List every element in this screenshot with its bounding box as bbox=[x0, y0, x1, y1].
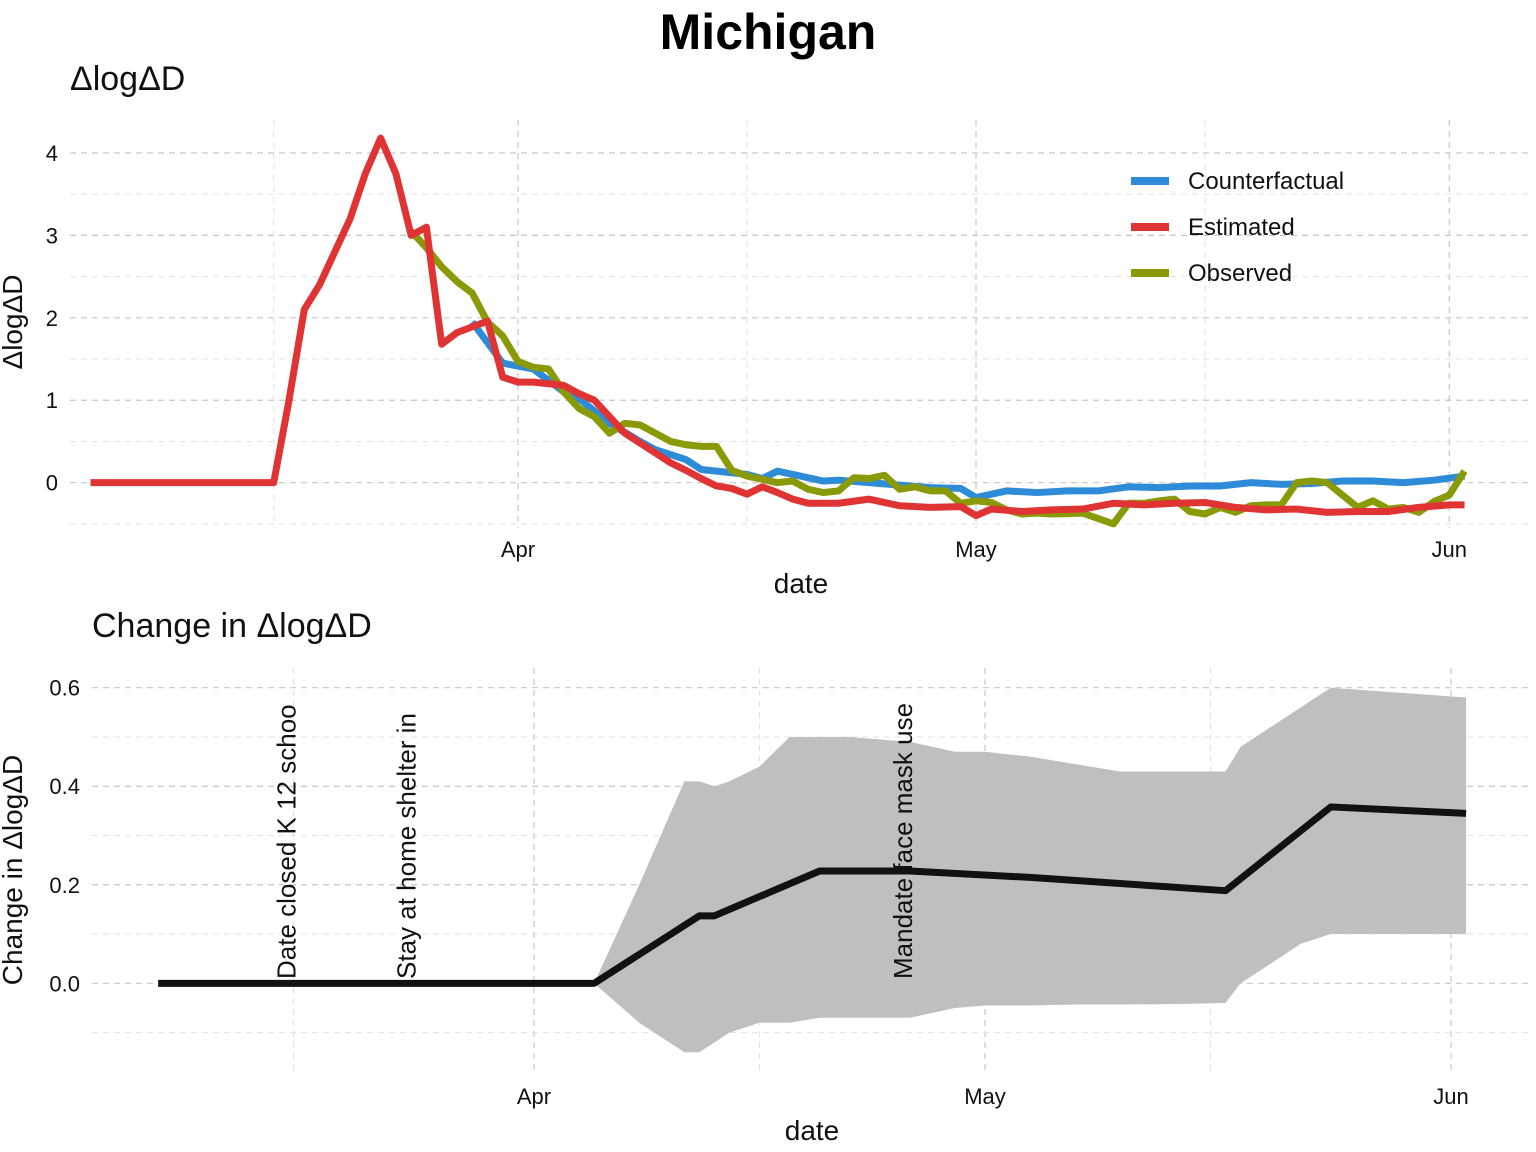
annotation-label: Stay at home shelter in bbox=[392, 713, 422, 979]
panel-top: 0 1 2 3 4 Apr May Jun ΔlogΔD date ΔlogΔD Count… bbox=[0, 60, 1530, 599]
confidence-ribbon bbox=[594, 687, 1467, 1053]
x-tick-label: Apr bbox=[517, 1084, 551, 1109]
x-tick-label: May bbox=[955, 537, 997, 562]
annotation-labels: Date closed K 12 schoo Stay at home shelt… bbox=[271, 703, 917, 979]
annotation-label: Mandate face mask use bbox=[888, 703, 918, 979]
panel-bottom-y-axis-title: Change in ΔlogΔD bbox=[0, 755, 28, 985]
x-tick-label: Jun bbox=[1433, 1084, 1468, 1109]
legend: Counterfactual Estimated Observed bbox=[1131, 168, 1344, 287]
legend-label-counterfactual: Counterfactual bbox=[1188, 168, 1344, 195]
panel-bottom-annotations: Date closed K 12 schoo Stay at home shelt… bbox=[271, 703, 917, 979]
y-tick-label: 1 bbox=[46, 388, 58, 413]
panel-bottom-x-axis-title: date bbox=[785, 1115, 840, 1146]
y-tick-label: 0.4 bbox=[49, 774, 80, 799]
y-tick-label: 0.6 bbox=[49, 676, 80, 701]
panel-top-x-axis-title: date bbox=[774, 568, 829, 599]
panel-bottom-title: Change in ΔlogΔD bbox=[92, 607, 372, 645]
series-line-observed bbox=[408, 228, 1468, 528]
series-line-change bbox=[158, 803, 1467, 987]
panel-bottom: Date closed K 12 schoo Stay at home shelt… bbox=[0, 607, 1530, 1146]
y-tick-label: 0.2 bbox=[49, 873, 80, 898]
panel-bottom-series bbox=[158, 803, 1467, 987]
x-tick-label: May bbox=[964, 1084, 1006, 1109]
panel-top-series bbox=[90, 134, 1468, 528]
panel-top-x-ticks: Apr May Jun bbox=[501, 537, 1467, 562]
series-line-estimated bbox=[90, 134, 1465, 520]
series-line-counterfactual bbox=[469, 319, 1466, 502]
panel-top-y-ticks: 0 1 2 3 4 bbox=[46, 141, 58, 496]
y-tick-label: 3 bbox=[46, 223, 58, 248]
legend-label-observed: Observed bbox=[1188, 260, 1292, 287]
y-tick-label: 0 bbox=[46, 471, 58, 496]
x-tick-label: Jun bbox=[1432, 537, 1467, 562]
y-tick-label: 0.0 bbox=[49, 971, 80, 996]
x-tick-label: Apr bbox=[501, 537, 535, 562]
panel-top-y-axis-title: ΔlogΔD bbox=[0, 275, 28, 370]
y-tick-label: 4 bbox=[46, 141, 58, 166]
panel-bottom-ribbon-group bbox=[594, 687, 1467, 1053]
figure-title: Michigan bbox=[660, 4, 877, 60]
y-tick-label: 2 bbox=[46, 306, 58, 331]
legend-label-estimated: Estimated bbox=[1188, 214, 1295, 241]
panel-top-title: ΔlogΔD bbox=[70, 60, 185, 98]
annotation-label: Date closed K 12 schoo bbox=[271, 704, 301, 979]
panel-bottom-x-ticks: Apr May Jun bbox=[517, 1084, 1469, 1109]
panel-bottom-y-ticks: 0.0 0.2 0.4 0.6 bbox=[49, 676, 80, 997]
